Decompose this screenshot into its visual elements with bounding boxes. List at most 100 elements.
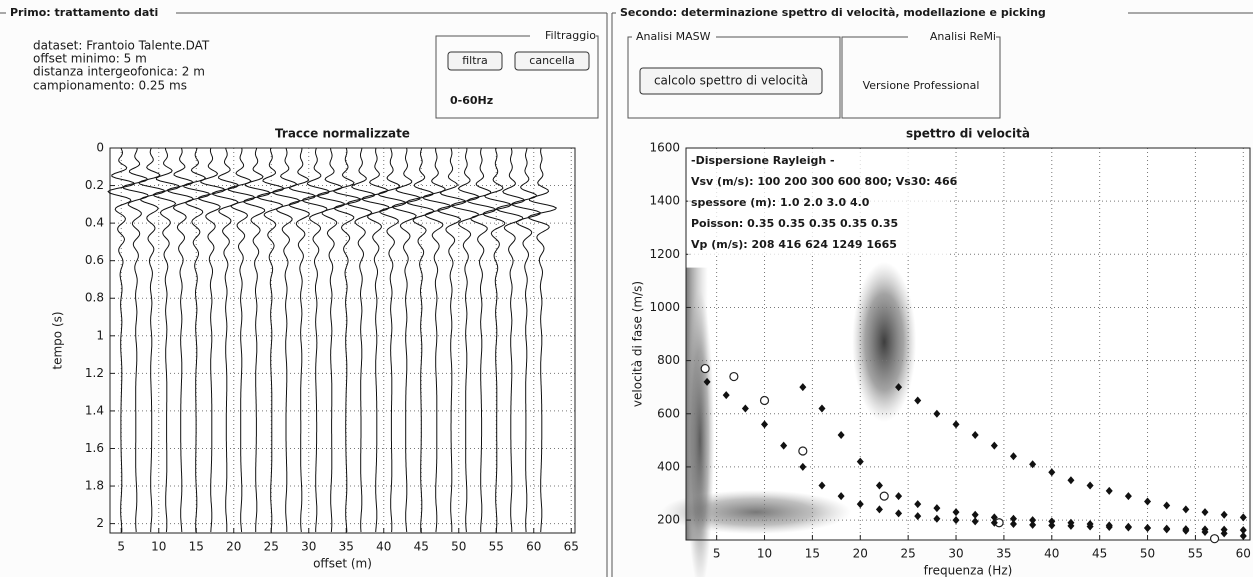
x-tick-label: 25 [901,547,916,561]
trace [466,147,497,532]
model-point [1201,528,1209,537]
remi-text: Versione Professional [863,79,980,92]
trace [288,148,317,533]
y-axis-label: tempo (s) [51,311,65,369]
button-label[interactable]: cancella [529,54,574,67]
x-tick-label: 30 [948,547,963,561]
y-tick-label: 200 [657,513,680,527]
trace [182,147,211,533]
model-point [1009,452,1017,461]
info-line: dataset: Frantoio Talente.DAT [33,39,210,53]
x-tick-label: 40 [1044,547,1059,561]
model-point [799,383,807,392]
title-bg [530,29,596,43]
title-bg [632,30,716,44]
trace [451,147,480,533]
model-point [1086,481,1094,490]
model-point [971,431,979,440]
button-label[interactable]: filtra [462,54,488,67]
x-tick-label: 25 [264,540,279,554]
y-tick-label: 0.2 [85,178,104,192]
model-point [990,518,998,527]
x-tick-label: 15 [805,547,820,561]
annotation: Vsv (m/s): 100 200 300 600 800; Vs30: 46… [691,175,958,188]
button[interactable] [447,51,503,71]
model-point [1105,486,1113,495]
info-line: offset minimo: 5 m [33,52,147,66]
button[interactable] [514,51,590,71]
trace [511,147,541,533]
spectrum-blob [686,290,714,577]
trace [107,147,136,532]
title-bg [6,5,176,21]
x-tick-label: 35 [339,540,354,554]
model-point [1163,501,1171,510]
model-point [1182,505,1190,514]
y-tick-label: 1000 [649,300,680,314]
x-tick-label: 40 [376,540,391,554]
model-point [1105,521,1113,530]
model-point [1124,492,1132,501]
y-tick-label: 0.4 [85,216,104,230]
model-point [933,409,941,418]
model-point [1239,532,1247,541]
panel-title: Secondo: determinazione spettro di veloc… [620,6,1046,19]
y-tick-label: 600 [657,406,680,420]
annotation: Poisson: 0.35 0.35 0.35 0.35 0.35 [691,217,898,230]
model-point [799,462,807,471]
y-tick-label: 1600 [649,141,680,155]
y-tick-label: 0.6 [85,253,104,267]
annotation: Vp (m/s): 208 416 624 1249 1665 [691,238,897,251]
x-tick-label: 30 [301,540,316,554]
model-point [856,457,864,466]
annotation-box [688,151,950,256]
y-tick-label: 1 [96,328,104,342]
model-point [895,383,903,392]
masw-title: Analisi MASW [636,30,711,43]
trace [391,147,421,533]
button[interactable] [639,67,823,95]
y-tick-label: 1.6 [85,441,104,455]
annotation: -Dispersione Rayleigh - [691,154,835,167]
y-tick-label: 2 [96,516,104,530]
filter-title: Filtraggio [545,29,596,42]
trace [166,147,194,533]
trace [152,147,181,533]
model-point [1144,524,1152,533]
y-tick-label: 1.4 [85,403,104,417]
title-bg [908,30,996,44]
x-tick-label: 50 [451,540,466,554]
model-point [1048,517,1056,526]
pick-point [729,371,739,382]
x-tick-label: 45 [1092,547,1107,561]
x-tick-label: 10 [151,540,166,554]
filter-range: 0-60Hz [450,94,493,107]
model-point [914,512,922,521]
y-tick-label: 1.8 [85,479,104,493]
model-point [914,500,922,509]
button-label[interactable]: calcolo spettro di velocità [654,74,808,88]
x-tick-label: 60 [1236,547,1251,561]
model-point [875,481,883,490]
model-point [933,514,941,523]
plot-frame [109,147,576,534]
model-point [761,420,769,429]
trace [377,147,406,533]
y-tick-label: 0.8 [85,291,104,305]
x-tick-label: 15 [189,540,204,554]
model-point [990,441,998,450]
model-point [895,492,903,501]
x-axis-label: frequenza (Hz) [924,564,1013,577]
trace [272,147,301,532]
pick-point [1209,534,1220,544]
model-point [1086,520,1094,529]
info-line: distanza intergeofonica: 2 m [33,65,205,79]
annotation: spessore (m): 1.0 2.0 3.0 4.0 [691,196,870,209]
pick-point [879,491,889,501]
trace [227,147,256,533]
y-tick-label: 400 [657,459,680,473]
x-axis-label: offset (m) [313,557,372,571]
x-tick-label: 20 [226,540,241,554]
trace [212,147,240,533]
